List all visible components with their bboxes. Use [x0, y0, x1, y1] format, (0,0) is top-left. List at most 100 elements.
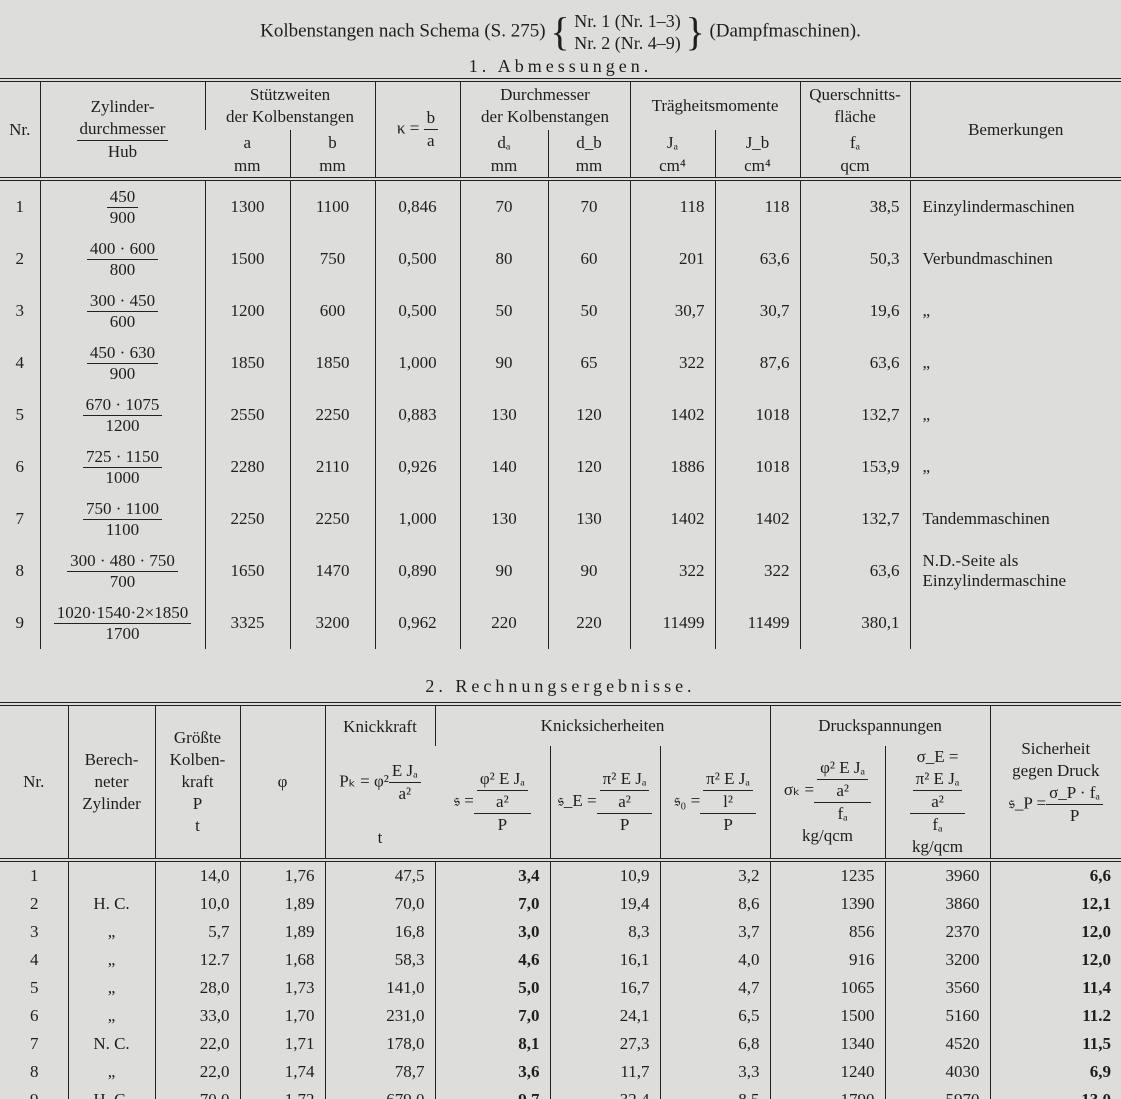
- cell-a: 1500: [204, 233, 290, 285]
- cell-a: 1300: [204, 179, 290, 233]
- cell-b: 600: [289, 285, 375, 337]
- cell-sk: 856: [769, 918, 886, 946]
- cell-jb: 1402: [714, 493, 800, 545]
- cell-nr: 8: [30, 1062, 39, 1081]
- right-brace: }: [685, 9, 705, 54]
- cell-se: 19,4: [549, 890, 660, 918]
- cell-zylinder: 300 · 450 600: [39, 285, 205, 337]
- cell-phi: 1,70: [239, 1002, 325, 1030]
- cell-p: 12.7: [154, 946, 240, 974]
- cell-nr: 6: [30, 1006, 39, 1025]
- cell-se: 32,4: [549, 1086, 660, 1099]
- cell-jb: 322: [714, 545, 800, 597]
- cell-nr: 5: [15, 405, 25, 424]
- cell-db: 120: [547, 441, 630, 493]
- cell-sp: 12,1: [989, 890, 1121, 918]
- cell-da: 50: [459, 285, 548, 337]
- cell-k: 0,846: [374, 179, 460, 233]
- cell-jb: 118: [714, 179, 800, 233]
- cell-jb: 1018: [714, 389, 800, 441]
- cell-nr: 3: [15, 301, 25, 320]
- col-fa: fₐ: [799, 130, 910, 155]
- table-row: 2 H. C. 10,0 1,89 70,0 7,0 19,4 8,6 1390 3860 12,1: [0, 890, 1121, 918]
- cell-fa: 132,7: [799, 493, 910, 545]
- cell-z: „: [67, 1002, 155, 1030]
- cell-a: 3325: [204, 597, 290, 649]
- col-s0: 𝔰₀ = π² E Jₐ l² P: [659, 746, 771, 860]
- cell-b: 1100: [289, 179, 375, 233]
- cell-sE: 5970: [884, 1086, 991, 1099]
- cell-fa: 50,3: [799, 233, 910, 285]
- cell-s: 7,0: [434, 890, 550, 918]
- cell-sk: 1500: [769, 1002, 886, 1030]
- cell-nr: 5: [30, 978, 39, 997]
- cell-nr: 2: [15, 249, 25, 268]
- page-heading: Kolbenstangen nach Schema (S. 275) { Nr.…: [0, 10, 1121, 54]
- col-stuetzweiten: Stützweiten der Kolbenstangen: [204, 80, 375, 130]
- cell-z: „: [67, 918, 155, 946]
- cell-s0: 3,2: [659, 860, 771, 890]
- cell-fa: 19,6: [799, 285, 910, 337]
- cell-fa: 380,1: [799, 597, 910, 649]
- cell-k: 0,500: [374, 285, 460, 337]
- heading-schemes: Nr. 1 (Nr. 1–3) Nr. 2 (Nr. 4–9): [574, 10, 681, 54]
- col-ja: Jₐ: [629, 130, 715, 155]
- cell-p: 70,0: [154, 1086, 240, 1099]
- cell-jb: 30,7: [714, 285, 800, 337]
- cell-s0: 8,6: [659, 890, 771, 918]
- table-row: 2 400 · 600 800 1500 750 0,500 80 60 201 63,6 50,3…: [0, 233, 1121, 285]
- cell-da: 80: [459, 233, 548, 285]
- table-row: 9 1020·1540·2×1850 1700 3325 3200 0,962 220 220…: [0, 597, 1121, 649]
- cell-phi: 1,73: [239, 974, 325, 1002]
- cell-fa: 63,6: [799, 545, 910, 597]
- cell-nr: 6: [15, 457, 25, 476]
- table-row: 1 450 900 1300 1100 0,846 70 70 118 118 38,5 Einzyl…: [0, 179, 1121, 233]
- cell-b: 2250: [289, 389, 375, 441]
- cell-fa: 63,6: [799, 337, 910, 389]
- cell-nr: 2: [30, 894, 39, 913]
- cell-s: 3,0: [434, 918, 550, 946]
- cell-s0: 6,8: [659, 1030, 771, 1058]
- col-phi: φ: [239, 704, 325, 860]
- cell-zylinder: 450 · 630 900: [39, 337, 205, 389]
- cell-b: 1470: [289, 545, 375, 597]
- cell-bemerkungen: Tandemmaschinen: [909, 493, 1121, 545]
- table-row: 6 „ 33,0 1,70 231,0 7,0 24,1 6,5 1500 5160 11.2: [0, 1002, 1121, 1030]
- col-b: b: [289, 130, 375, 155]
- cell-s0: 6,5: [659, 1002, 771, 1030]
- cell-sk: 1340: [769, 1030, 886, 1058]
- cell-s: 4,6: [434, 946, 550, 974]
- table-row: 4 450 · 630 900 1850 1850 1,000 90 65 322 87,6 63,…: [0, 337, 1121, 389]
- unit-da: mm: [459, 155, 548, 179]
- cell-s: 7,0: [434, 1002, 550, 1030]
- cell-nr: 7: [15, 509, 25, 528]
- cell-ja: 322: [629, 337, 715, 389]
- cell-p: 28,0: [154, 974, 240, 1002]
- left-brace: {: [550, 9, 570, 54]
- cell-fa: 132,7: [799, 389, 910, 441]
- cell-db: 60: [547, 233, 630, 285]
- cell-z: [67, 860, 155, 890]
- cell-jb: 1018: [714, 441, 800, 493]
- table-body: 1 14,0 1,76 47,5 3,4 10,9 3,2 1235 3960 6,6 2 H. C.…: [0, 860, 1121, 1099]
- cell-bemerkungen: „: [909, 285, 1121, 337]
- cell-ja: 30,7: [629, 285, 715, 337]
- table-row: 6 725 · 1150 1000 2280 2110 0,926 140 120 1886 10…: [0, 441, 1121, 493]
- table-row: 3 300 · 450 600 1200 600 0,500 50 50 30,7 30,7 19,…: [0, 285, 1121, 337]
- cell-s: 8,1: [434, 1030, 550, 1058]
- cell-p: 10,0: [154, 890, 240, 918]
- cell-p: 22,0: [154, 1030, 240, 1058]
- cell-zylinder: 400 · 600 800: [39, 233, 205, 285]
- cell-zylinder: 670 · 1075 1200: [39, 389, 205, 441]
- table-header: Nr. Berech-neter Zylinder Größte Kolben-kr…: [0, 704, 1121, 860]
- cell-phi: 1,68: [239, 946, 325, 974]
- cell-jb: 63,6: [714, 233, 800, 285]
- col-zylinder: Zylinder-durchmesser Hub: [39, 80, 205, 179]
- cell-sE: 2370: [884, 918, 991, 946]
- cell-s: 3,6: [434, 1058, 550, 1086]
- cell-sE: 3200: [884, 946, 991, 974]
- cell-s0: 4,0: [659, 946, 771, 974]
- table-body: 1 450 900 1300 1100 0,846 70 70 118 118 38,5 Einzyl…: [0, 179, 1121, 649]
- cell-b: 2110: [289, 441, 375, 493]
- cell-jb: 87,6: [714, 337, 800, 389]
